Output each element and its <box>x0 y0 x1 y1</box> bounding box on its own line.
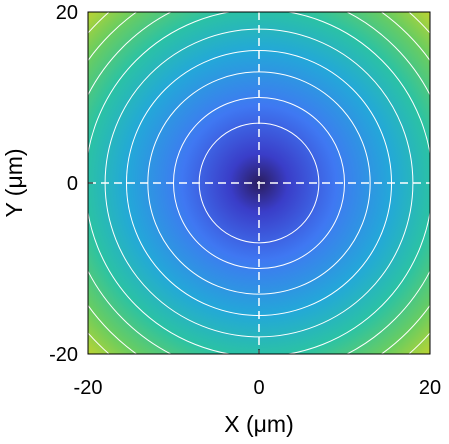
y-tick-label: -20 <box>49 344 78 366</box>
y-tick-label: 0 <box>67 173 78 195</box>
y-axis-ticks: -20 0 20 <box>49 2 93 366</box>
x-tick-label: 0 <box>253 377 264 399</box>
plot-area <box>87 11 431 355</box>
y-axis-label: Y (μm) <box>1 148 27 217</box>
x-axis-ticks: -20 0 20 <box>74 349 441 399</box>
y-tick-label: 20 <box>56 2 78 24</box>
x-tick-label: -20 <box>74 377 103 399</box>
x-axis-label: X (μm) <box>224 411 293 437</box>
crosshair <box>88 12 430 354</box>
x-tick-label: 20 <box>419 377 441 399</box>
